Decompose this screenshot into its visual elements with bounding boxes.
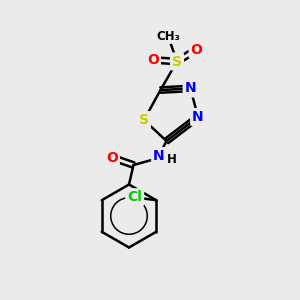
Text: O: O [106,151,118,164]
Text: S: S [172,55,182,68]
Text: H: H [167,153,177,167]
Text: CH₃: CH₃ [156,29,180,43]
Text: N: N [185,82,196,95]
Text: O: O [190,43,202,56]
Text: Cl: Cl [127,190,142,204]
Text: S: S [139,113,149,127]
Text: O: O [147,53,159,67]
Text: N: N [153,149,165,163]
Text: N: N [192,110,204,124]
